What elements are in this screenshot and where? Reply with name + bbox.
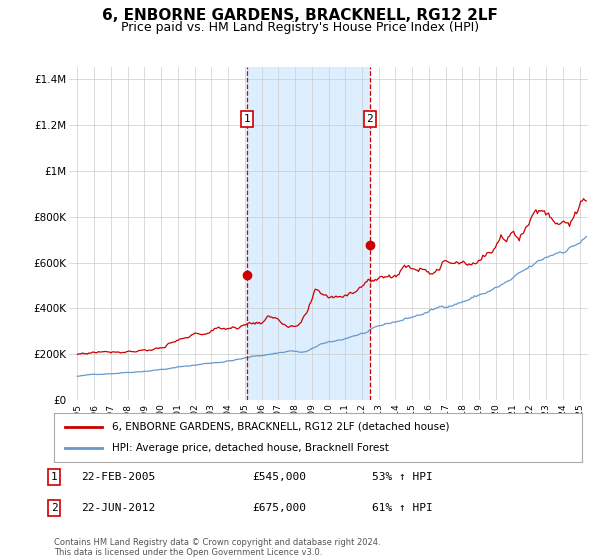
Text: 1: 1: [244, 114, 250, 124]
Text: 22-JUN-2012: 22-JUN-2012: [81, 503, 155, 513]
Text: Price paid vs. HM Land Registry's House Price Index (HPI): Price paid vs. HM Land Registry's House …: [121, 21, 479, 34]
Text: 6, ENBORNE GARDENS, BRACKNELL, RG12 2LF: 6, ENBORNE GARDENS, BRACKNELL, RG12 2LF: [102, 8, 498, 24]
Text: 6, ENBORNE GARDENS, BRACKNELL, RG12 2LF (detached house): 6, ENBORNE GARDENS, BRACKNELL, RG12 2LF …: [112, 422, 449, 432]
Text: 61% ↑ HPI: 61% ↑ HPI: [372, 503, 433, 513]
Bar: [247, 67, 370, 400]
Text: HPI: Average price, detached house, Bracknell Forest: HPI: Average price, detached house, Brac…: [112, 443, 389, 453]
Text: 1: 1: [50, 472, 58, 482]
Text: £675,000: £675,000: [252, 503, 306, 513]
Text: 2: 2: [50, 503, 58, 513]
Text: 22-FEB-2005: 22-FEB-2005: [81, 472, 155, 482]
Text: Contains HM Land Registry data © Crown copyright and database right 2024.
This d: Contains HM Land Registry data © Crown c…: [54, 538, 380, 557]
Text: £545,000: £545,000: [252, 472, 306, 482]
Text: 53% ↑ HPI: 53% ↑ HPI: [372, 472, 433, 482]
Text: 2: 2: [367, 114, 373, 124]
